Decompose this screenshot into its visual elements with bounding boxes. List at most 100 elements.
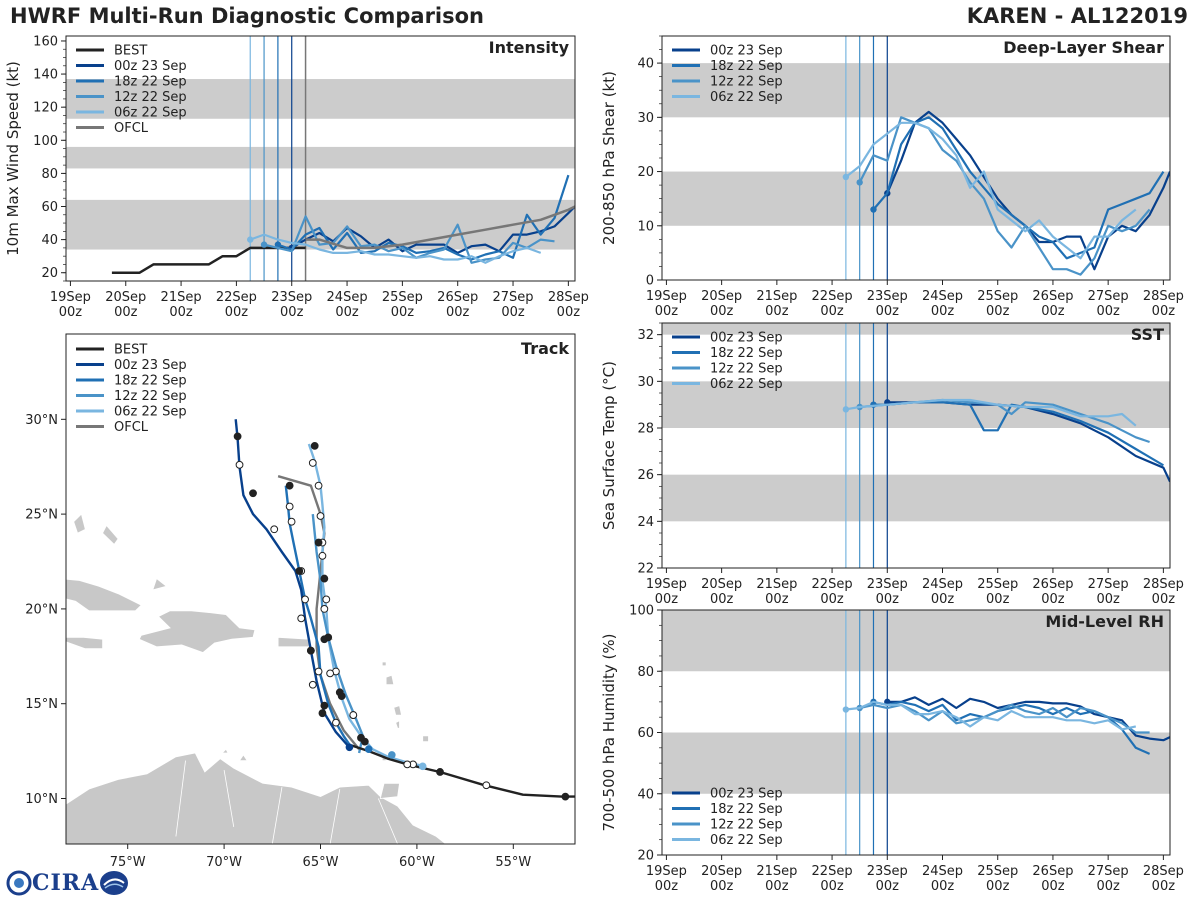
legend-label-06z-22-sep: 06z 22 Sep <box>710 377 783 392</box>
track-marker-12z <box>318 551 327 560</box>
x-tick-label-day: 22Sep <box>812 289 853 304</box>
series-line-12z-22-sep <box>859 703 1150 734</box>
lon-tick-label: 65°W <box>303 855 339 870</box>
land-shape <box>102 524 119 546</box>
track-marker-12z <box>235 460 244 469</box>
logo-text: CIRA <box>32 870 100 896</box>
land-shape <box>238 754 248 761</box>
track-marker-00z <box>337 692 346 701</box>
x-tick-label-hour: 00z <box>931 304 955 319</box>
y-tick-label: 22 <box>637 562 654 577</box>
legend-label-best: BEST <box>114 44 147 59</box>
x-tick-label-hour: 00z <box>1152 304 1176 319</box>
x-tick-label-hour: 00z <box>1096 592 1120 607</box>
track-marker-12z <box>308 680 317 689</box>
y-tick-label: 40 <box>637 57 654 72</box>
x-tick-label-hour: 00z <box>501 305 525 320</box>
lat-tick-label: 30°N <box>25 413 58 428</box>
land-shape <box>73 513 86 534</box>
panel-title: Deep-Layer Shear <box>1003 38 1164 57</box>
x-tick-label-day: 24Sep <box>327 290 368 305</box>
legend-label-12z-22-sep: 12z 22 Sep <box>114 90 187 105</box>
track-marker-12z <box>316 512 325 520</box>
legend-label-00z-23-sep: 00z 23 Sep <box>710 787 783 802</box>
x-tick-label-hour: 00z <box>169 305 193 320</box>
x-tick-label-hour: 00z <box>655 879 679 894</box>
y-tick-label: 30 <box>637 111 654 126</box>
panel-title: Mid-Level RH <box>1045 612 1164 631</box>
y-tick-label: 160 <box>33 34 58 49</box>
track-marker-00z <box>561 792 570 801</box>
x-tick-label-day: 19Sep <box>646 577 687 592</box>
x-tick-label-day: 20Sep <box>701 864 742 879</box>
y-tick-label: 20 <box>637 849 654 864</box>
track-line-ofcl <box>277 475 361 750</box>
track-marker-00z <box>320 574 329 583</box>
series-line-06z-22-sep <box>249 233 542 264</box>
legend-label-00z-23-sep: 00z 23 Sep <box>710 331 783 346</box>
rh-panel: 2040608010019Sep00z20Sep00z21Sep00z22Sep… <box>600 604 1184 895</box>
series-line-ofcl <box>305 205 575 250</box>
track-start-12z-22-sep <box>388 751 396 759</box>
x-tick-label-day: 24Sep <box>922 577 963 592</box>
x-tick-label-day: 26Sep <box>1032 289 1073 304</box>
x-tick-label-day: 22Sep <box>216 290 257 305</box>
x-tick-label-hour: 00z <box>280 305 304 320</box>
panel-title: Intensity <box>489 38 570 57</box>
lat-tick-label: 15°N <box>25 697 58 712</box>
y-tick-label: 80 <box>41 167 58 182</box>
track-marker-00z <box>436 768 444 776</box>
x-tick-label-hour: 00z <box>1041 304 1065 319</box>
y-tick-label: 100 <box>629 604 654 619</box>
land-shape <box>395 720 400 729</box>
track-marker-12z <box>301 595 309 604</box>
land-shape <box>385 674 395 686</box>
legend-label-00z-23-sep: 00z 23 Sep <box>710 44 783 59</box>
x-tick-label-hour: 00z <box>986 879 1010 894</box>
track-marker-12z <box>332 718 340 727</box>
x-tick-label-hour: 00z <box>765 592 789 607</box>
x-tick-label-day: 25Sep <box>977 864 1018 879</box>
x-tick-label-hour: 00z <box>557 305 581 320</box>
x-tick-label-hour: 00z <box>765 879 789 894</box>
x-tick-label-hour: 00z <box>710 304 734 319</box>
series-line-06z-22-sep <box>845 700 1137 731</box>
legend-label-06z-22-sep: 06z 22 Sep <box>710 90 783 105</box>
series-start-marker-06z-22-sep <box>842 173 850 181</box>
x-tick-label-hour: 00z <box>931 879 955 894</box>
legend-label-best: BEST <box>114 343 147 358</box>
y-tick-label: 60 <box>41 200 58 215</box>
y-tick-label: 0 <box>646 274 654 289</box>
legend-label-18z-22-sep: 18z 22 Sep <box>114 75 187 90</box>
x-tick-label-hour: 00z <box>335 305 359 320</box>
track-marker-12z <box>314 481 323 490</box>
series-start-marker-06z-22-sep <box>842 406 850 413</box>
logo-emblem-icon <box>100 871 129 895</box>
series-line-06z-22-sep <box>845 121 1137 260</box>
track-marker-00z <box>285 481 294 490</box>
storm-name: KAREN - AL122019 <box>966 4 1188 28</box>
series-start-marker-18z-22-sep <box>274 241 282 248</box>
panel-title: Track <box>521 339 569 358</box>
track-marker-12z <box>308 459 317 467</box>
x-tick-label-day: 25Sep <box>977 577 1018 592</box>
x-tick-label-day: 26Sep <box>1032 577 1073 592</box>
y-tick-label: 60 <box>637 726 654 741</box>
track-marker-00z <box>233 432 242 441</box>
threshold-band <box>662 381 1170 428</box>
series-start-marker-06z-22-sep <box>247 236 254 243</box>
x-tick-label-day: 22Sep <box>812 864 853 879</box>
x-tick-label-day: 24Sep <box>922 289 963 304</box>
y-tick-label: 20 <box>637 165 654 180</box>
legend-label-12z-22-sep: 12z 22 Sep <box>114 389 187 404</box>
legend-label-12z-22-sep: 12z 22 Sep <box>710 362 783 377</box>
x-tick-label-hour: 00z <box>655 304 679 319</box>
x-tick-label-hour: 00z <box>1152 879 1176 894</box>
track-marker-12z <box>403 760 412 769</box>
x-tick-label-hour: 00z <box>710 592 734 607</box>
track-marker-12z <box>314 667 323 676</box>
legend-label-18z-22-sep: 18z 22 Sep <box>114 374 187 389</box>
x-tick-label-hour: 00z <box>820 879 844 894</box>
land-shape <box>66 578 142 612</box>
